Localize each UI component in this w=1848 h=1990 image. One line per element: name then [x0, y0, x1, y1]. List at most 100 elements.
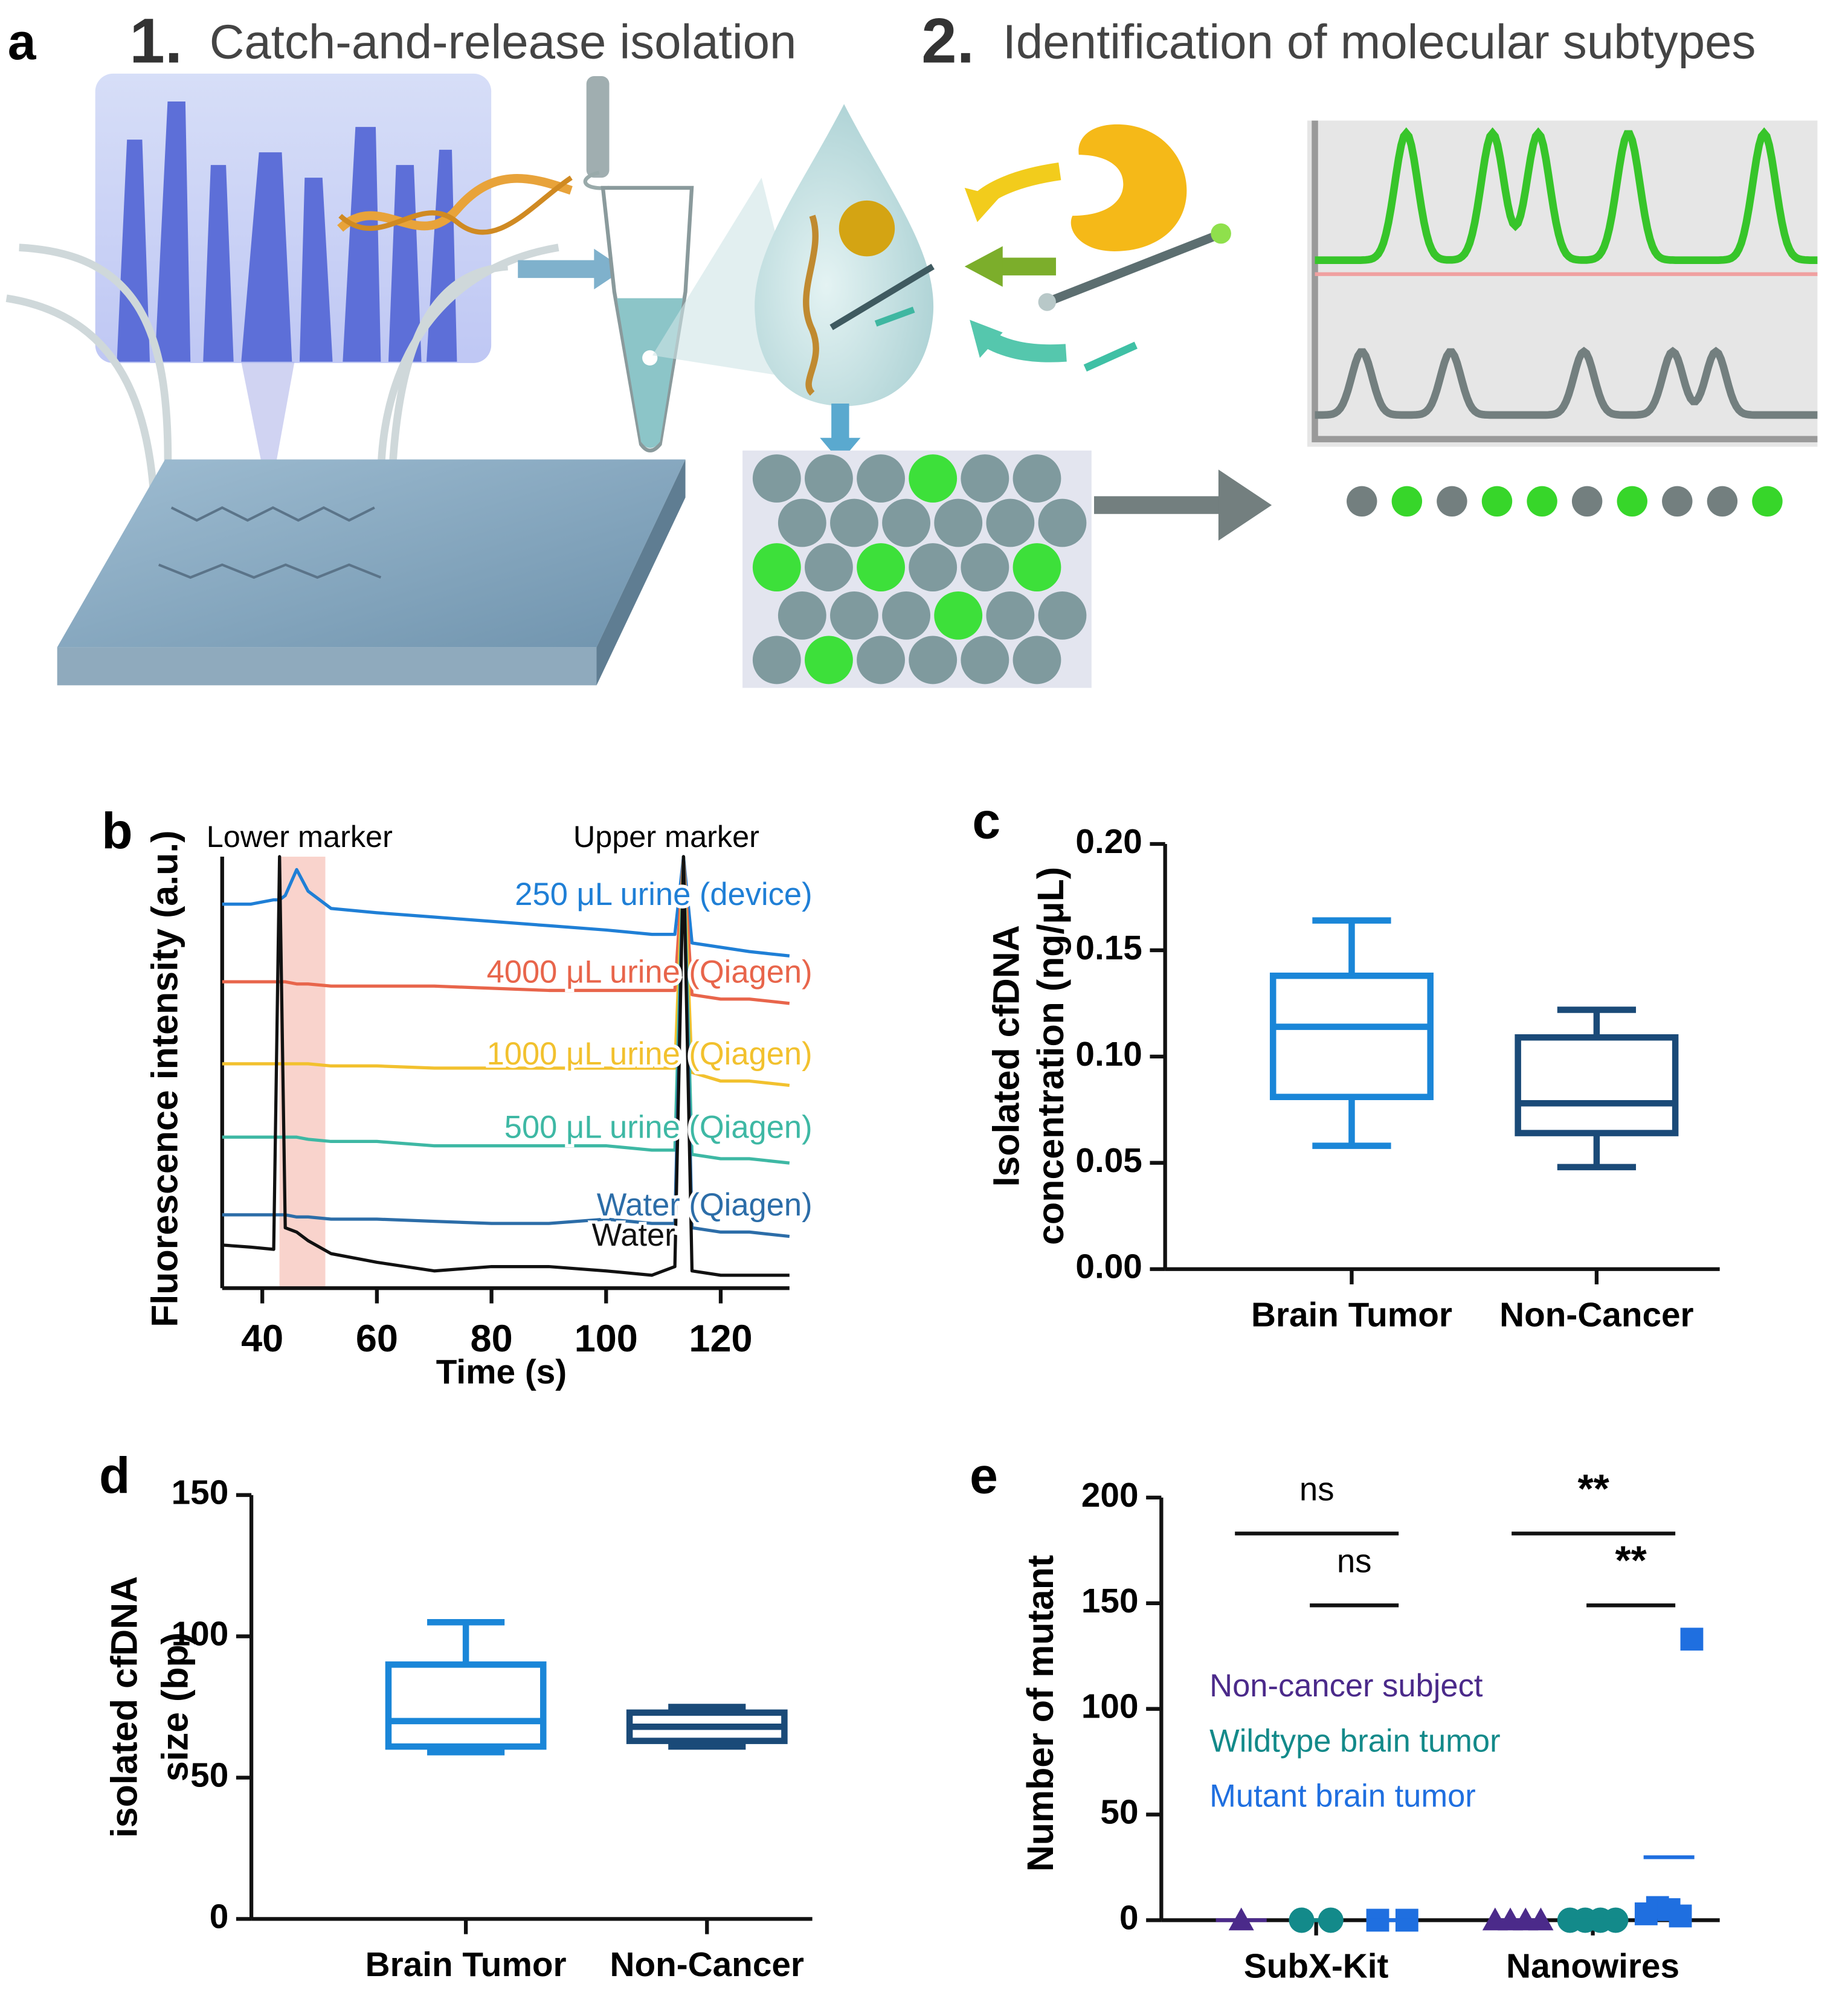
droplet	[986, 591, 1035, 640]
droplet	[909, 454, 958, 503]
legend-entry: Wildtype brain tumor	[1209, 1723, 1500, 1759]
panel-label: b	[101, 803, 132, 860]
x-axis-label: Time (s)	[436, 1353, 567, 1391]
droplet	[934, 591, 983, 640]
y-tick-label: 0	[210, 1898, 229, 1936]
panel-label: e	[970, 1447, 998, 1504]
y-tick-label: 200	[1081, 1476, 1139, 1515]
y-tick-label: 0.05	[1075, 1142, 1142, 1180]
trace-label: 500 μL urine (Qiagen)	[504, 1110, 813, 1145]
readout-dot	[1571, 486, 1603, 517]
droplet	[909, 543, 958, 591]
y-tick-label: 0.20	[1075, 823, 1142, 861]
y-axis-label: Number of mutant	[1020, 1555, 1061, 1872]
y-axis-label: Isolated cfDNA	[985, 925, 1026, 1187]
y-tick-label: 0.15	[1075, 929, 1142, 967]
y-axis-label: Fluorescence intensity (a.u.)	[144, 830, 185, 1327]
trace-label: 250 μL urine (device)	[515, 877, 812, 912]
x-tick-label: 80	[471, 1318, 513, 1360]
droplet	[882, 591, 931, 640]
panel-label: d	[99, 1447, 130, 1504]
step-number: 1.	[129, 5, 182, 76]
box	[385, 1661, 547, 1750]
droplet	[778, 591, 826, 640]
significance-label: ns	[1299, 1470, 1334, 1507]
readout-dot	[1347, 486, 1377, 517]
trace-label: Water (Qiagen)	[597, 1187, 813, 1223]
step-title: Catch-and-release isolation	[210, 15, 797, 69]
readout-illustration	[1094, 120, 1818, 541]
droplet	[778, 498, 826, 547]
droplet	[882, 498, 931, 547]
droplet	[752, 636, 801, 684]
trace-label: 4000 μL urine (Qiagen)	[487, 954, 813, 990]
y-tick-label: 150	[172, 1474, 229, 1512]
droplet	[1013, 454, 1061, 503]
box	[1269, 972, 1434, 1100]
reagent-illustration	[964, 124, 1231, 372]
droplet	[805, 543, 853, 591]
readout-dot	[1527, 486, 1557, 517]
readout-dot	[1437, 486, 1467, 517]
panel-label: a	[8, 13, 37, 70]
y-axis-label: size (bp)	[154, 1632, 195, 1782]
significance-label: **	[1615, 1538, 1647, 1583]
droplet	[857, 454, 905, 503]
droplet	[961, 454, 1009, 503]
y-tick-label: 0.00	[1075, 1248, 1142, 1286]
x-tick-label: Brain Tumor	[365, 1946, 567, 1984]
marker-label: Lower marker	[207, 819, 393, 854]
point	[1680, 1628, 1704, 1651]
y-tick-label: 100	[1081, 1688, 1139, 1726]
significance-label: ns	[1337, 1542, 1372, 1579]
isolation-illustration	[5, 73, 686, 686]
x-tick-label: 120	[689, 1318, 752, 1360]
droplet	[805, 454, 853, 503]
droplet	[752, 543, 801, 591]
step-number: 2.	[921, 5, 974, 76]
droplet	[961, 543, 1009, 591]
droplet	[1038, 591, 1087, 640]
droplet	[934, 498, 983, 547]
step-title: Identification of molecular subtypes	[1003, 15, 1756, 69]
box	[1515, 1034, 1679, 1136]
x-tick-label: Nanowires	[1506, 1947, 1679, 1985]
trace	[222, 855, 790, 1087]
legend-entry: Non-cancer subject	[1209, 1668, 1483, 1704]
x-tick-label: 40	[241, 1318, 283, 1360]
y-tick-label: 150	[1081, 1582, 1139, 1620]
readout-dot	[1617, 486, 1647, 517]
y-axis-label: isolated cfDNA	[103, 1576, 144, 1838]
trace-label: Water	[592, 1217, 675, 1253]
droplet	[1013, 543, 1061, 591]
droplet	[752, 454, 801, 503]
x-tick-label: Brain Tumor	[1251, 1296, 1452, 1335]
panel-label: c	[972, 793, 1000, 849]
droplet	[830, 591, 878, 640]
trace-label: 1000 μL urine (Qiagen)	[487, 1036, 813, 1072]
readout-dot	[1391, 486, 1423, 517]
droplet	[1013, 636, 1061, 684]
x-tick-label: SubX-Kit	[1244, 1947, 1389, 1985]
droplet	[830, 498, 878, 547]
x-tick-label: Non-Cancer	[610, 1946, 804, 1984]
droplet	[857, 636, 905, 684]
y-axis-label: concentration (ng/μL)	[1030, 867, 1071, 1245]
readout-dot	[1707, 486, 1738, 517]
legend-entry: Mutant brain tumor	[1209, 1779, 1476, 1814]
x-tick-label: 100	[575, 1318, 638, 1360]
significance-label: **	[1577, 1466, 1609, 1512]
x-tick-label: Non-Cancer	[1499, 1296, 1693, 1335]
tube-illustration	[583, 76, 935, 462]
readout-dot	[1481, 486, 1513, 517]
droplet	[961, 636, 1009, 684]
y-tick-label: 0.10	[1075, 1035, 1142, 1074]
x-tick-label: 60	[356, 1318, 398, 1360]
droplet	[909, 636, 958, 684]
y-tick-label: 0	[1119, 1899, 1139, 1937]
droplet-plate	[742, 450, 1092, 688]
y-tick-label: 50	[1100, 1794, 1138, 1832]
droplet	[805, 636, 853, 684]
readout-dot	[1752, 486, 1783, 517]
